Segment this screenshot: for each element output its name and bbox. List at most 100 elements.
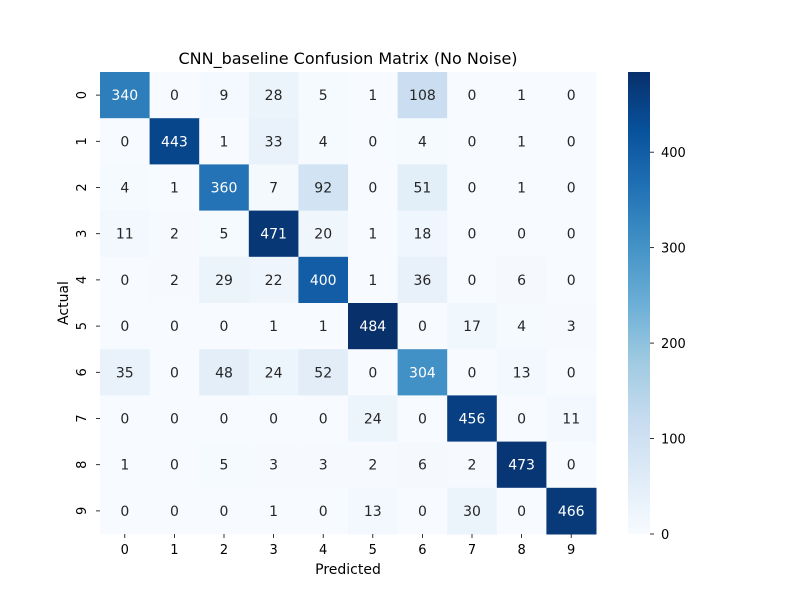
cell-value-label: 0 [170, 319, 179, 335]
cell-value-label: 1 [269, 319, 278, 335]
cell-value-label: 13 [513, 365, 531, 381]
cell-value-label: 0 [418, 504, 427, 520]
heatmap-cell [496, 72, 547, 119]
cell-value-label: 1 [517, 134, 526, 150]
cell-value-label: 4 [517, 319, 526, 335]
y-tick-label: 6 [75, 368, 90, 376]
colorbar-tick-label: 100 [661, 433, 686, 448]
heatmap-cell [397, 72, 448, 119]
cell-value-label: 5 [220, 458, 229, 474]
cell-value-label: 0 [567, 181, 576, 197]
heatmap-cell [546, 256, 597, 304]
cell-value-label: 0 [468, 227, 477, 243]
heatmap-cell [496, 349, 547, 396]
colorbar-tick-label: 300 [661, 242, 686, 257]
heatmap-cell [100, 395, 151, 443]
heatmap-cell [447, 303, 498, 350]
cell-value-label: 0 [468, 273, 477, 289]
cell-value-label: 360 [211, 181, 238, 197]
cell-value-label: 22 [265, 273, 283, 289]
heatmap-cell [447, 395, 498, 443]
cell-value-label: 1 [517, 88, 526, 104]
cell-value-label: 0 [120, 504, 129, 520]
heatmap-cell [199, 256, 250, 304]
heatmap-cell [199, 210, 250, 258]
heatmap-cell [298, 303, 349, 350]
cell-value-label: 0 [220, 412, 229, 428]
heatmap-cell [100, 210, 151, 258]
cell-value-label: 0 [567, 365, 576, 381]
y-tick-label: 0 [75, 91, 90, 99]
cell-value-label: 0 [120, 134, 129, 150]
heatmap-cell [248, 72, 299, 119]
heatmap-cell [397, 256, 448, 304]
colorbar-tick-label: 400 [661, 146, 686, 161]
heatmap-cell [348, 72, 399, 119]
cell-value-label: 1 [120, 458, 129, 474]
heatmap-cell [447, 349, 498, 396]
heatmap-cell [298, 164, 349, 212]
cell-value-label: 0 [120, 412, 129, 428]
cell-value-label: 3 [269, 458, 278, 474]
heatmap-cell [149, 395, 200, 443]
y-tick-label: 8 [75, 461, 90, 469]
cell-value-label: 24 [364, 412, 382, 428]
cell-value-label: 2 [170, 273, 179, 289]
y-tick-label: 5 [75, 322, 90, 330]
heatmap-cell [199, 487, 250, 535]
cell-value-label: 0 [220, 319, 229, 335]
cell-value-label: 443 [161, 134, 188, 150]
heatmap-cell [348, 256, 399, 304]
cell-value-label: 36 [413, 273, 431, 289]
y-axis: 0 1 2 3 4 5 6 7 8 9 [75, 91, 100, 515]
cell-value-label: 0 [517, 412, 526, 428]
cell-value-label: 340 [111, 88, 138, 104]
cell-value-label: 1 [170, 181, 179, 197]
cell-value-label: 0 [418, 319, 427, 335]
cell-value-label: 473 [508, 458, 535, 474]
heatmap-cell [199, 303, 250, 350]
cell-value-label: 0 [418, 412, 427, 428]
heatmap-cell [149, 441, 200, 489]
heatmap-cell [298, 118, 349, 165]
cell-value-label: 1 [319, 319, 328, 335]
heatmap-cell [447, 256, 498, 304]
heatmap-cell [149, 487, 200, 535]
heatmap-cell [348, 164, 399, 212]
cell-value-label: 6 [418, 458, 427, 474]
cell-value-label: 4 [319, 134, 328, 150]
cell-value-label: 1 [368, 88, 377, 104]
cell-value-label: 0 [517, 227, 526, 243]
heatmap-cell [546, 72, 597, 119]
heatmap-cell [348, 441, 399, 489]
cell-value-label: 0 [220, 504, 229, 520]
heatmap-cell [496, 487, 547, 535]
cell-value-label: 0 [468, 88, 477, 104]
heatmap-cell [248, 441, 299, 489]
cell-value-label: 466 [558, 504, 585, 520]
heatmap-cell [447, 441, 498, 489]
cell-value-label: 0 [170, 412, 179, 428]
cell-value-label: 29 [215, 273, 233, 289]
cell-value-label: 1 [368, 273, 377, 289]
heatmap-cell [447, 72, 498, 119]
cell-value-label: 6 [517, 273, 526, 289]
colorbar-gradient [628, 72, 650, 534]
cell-value-label: 0 [120, 273, 129, 289]
cell-value-label: 52 [314, 365, 332, 381]
y-axis-label: Actual [56, 281, 72, 325]
cell-value-label: 0 [269, 412, 278, 428]
heatmap-cell [447, 164, 498, 212]
heatmap-cell [298, 487, 349, 535]
y-tick-label: 1 [75, 137, 90, 145]
heatmap-cell [100, 164, 151, 212]
heatmap-cell [298, 72, 349, 119]
colorbar: 0 100 200 300 400 [628, 72, 686, 543]
heatmap-cell [199, 164, 250, 212]
cell-value-label: 48 [215, 365, 233, 381]
heatmap-cell [496, 395, 547, 443]
heatmap-cell [199, 72, 250, 119]
heatmap-cell [496, 210, 547, 258]
heatmap-cell [248, 210, 299, 258]
heatmap-cell [199, 395, 250, 443]
